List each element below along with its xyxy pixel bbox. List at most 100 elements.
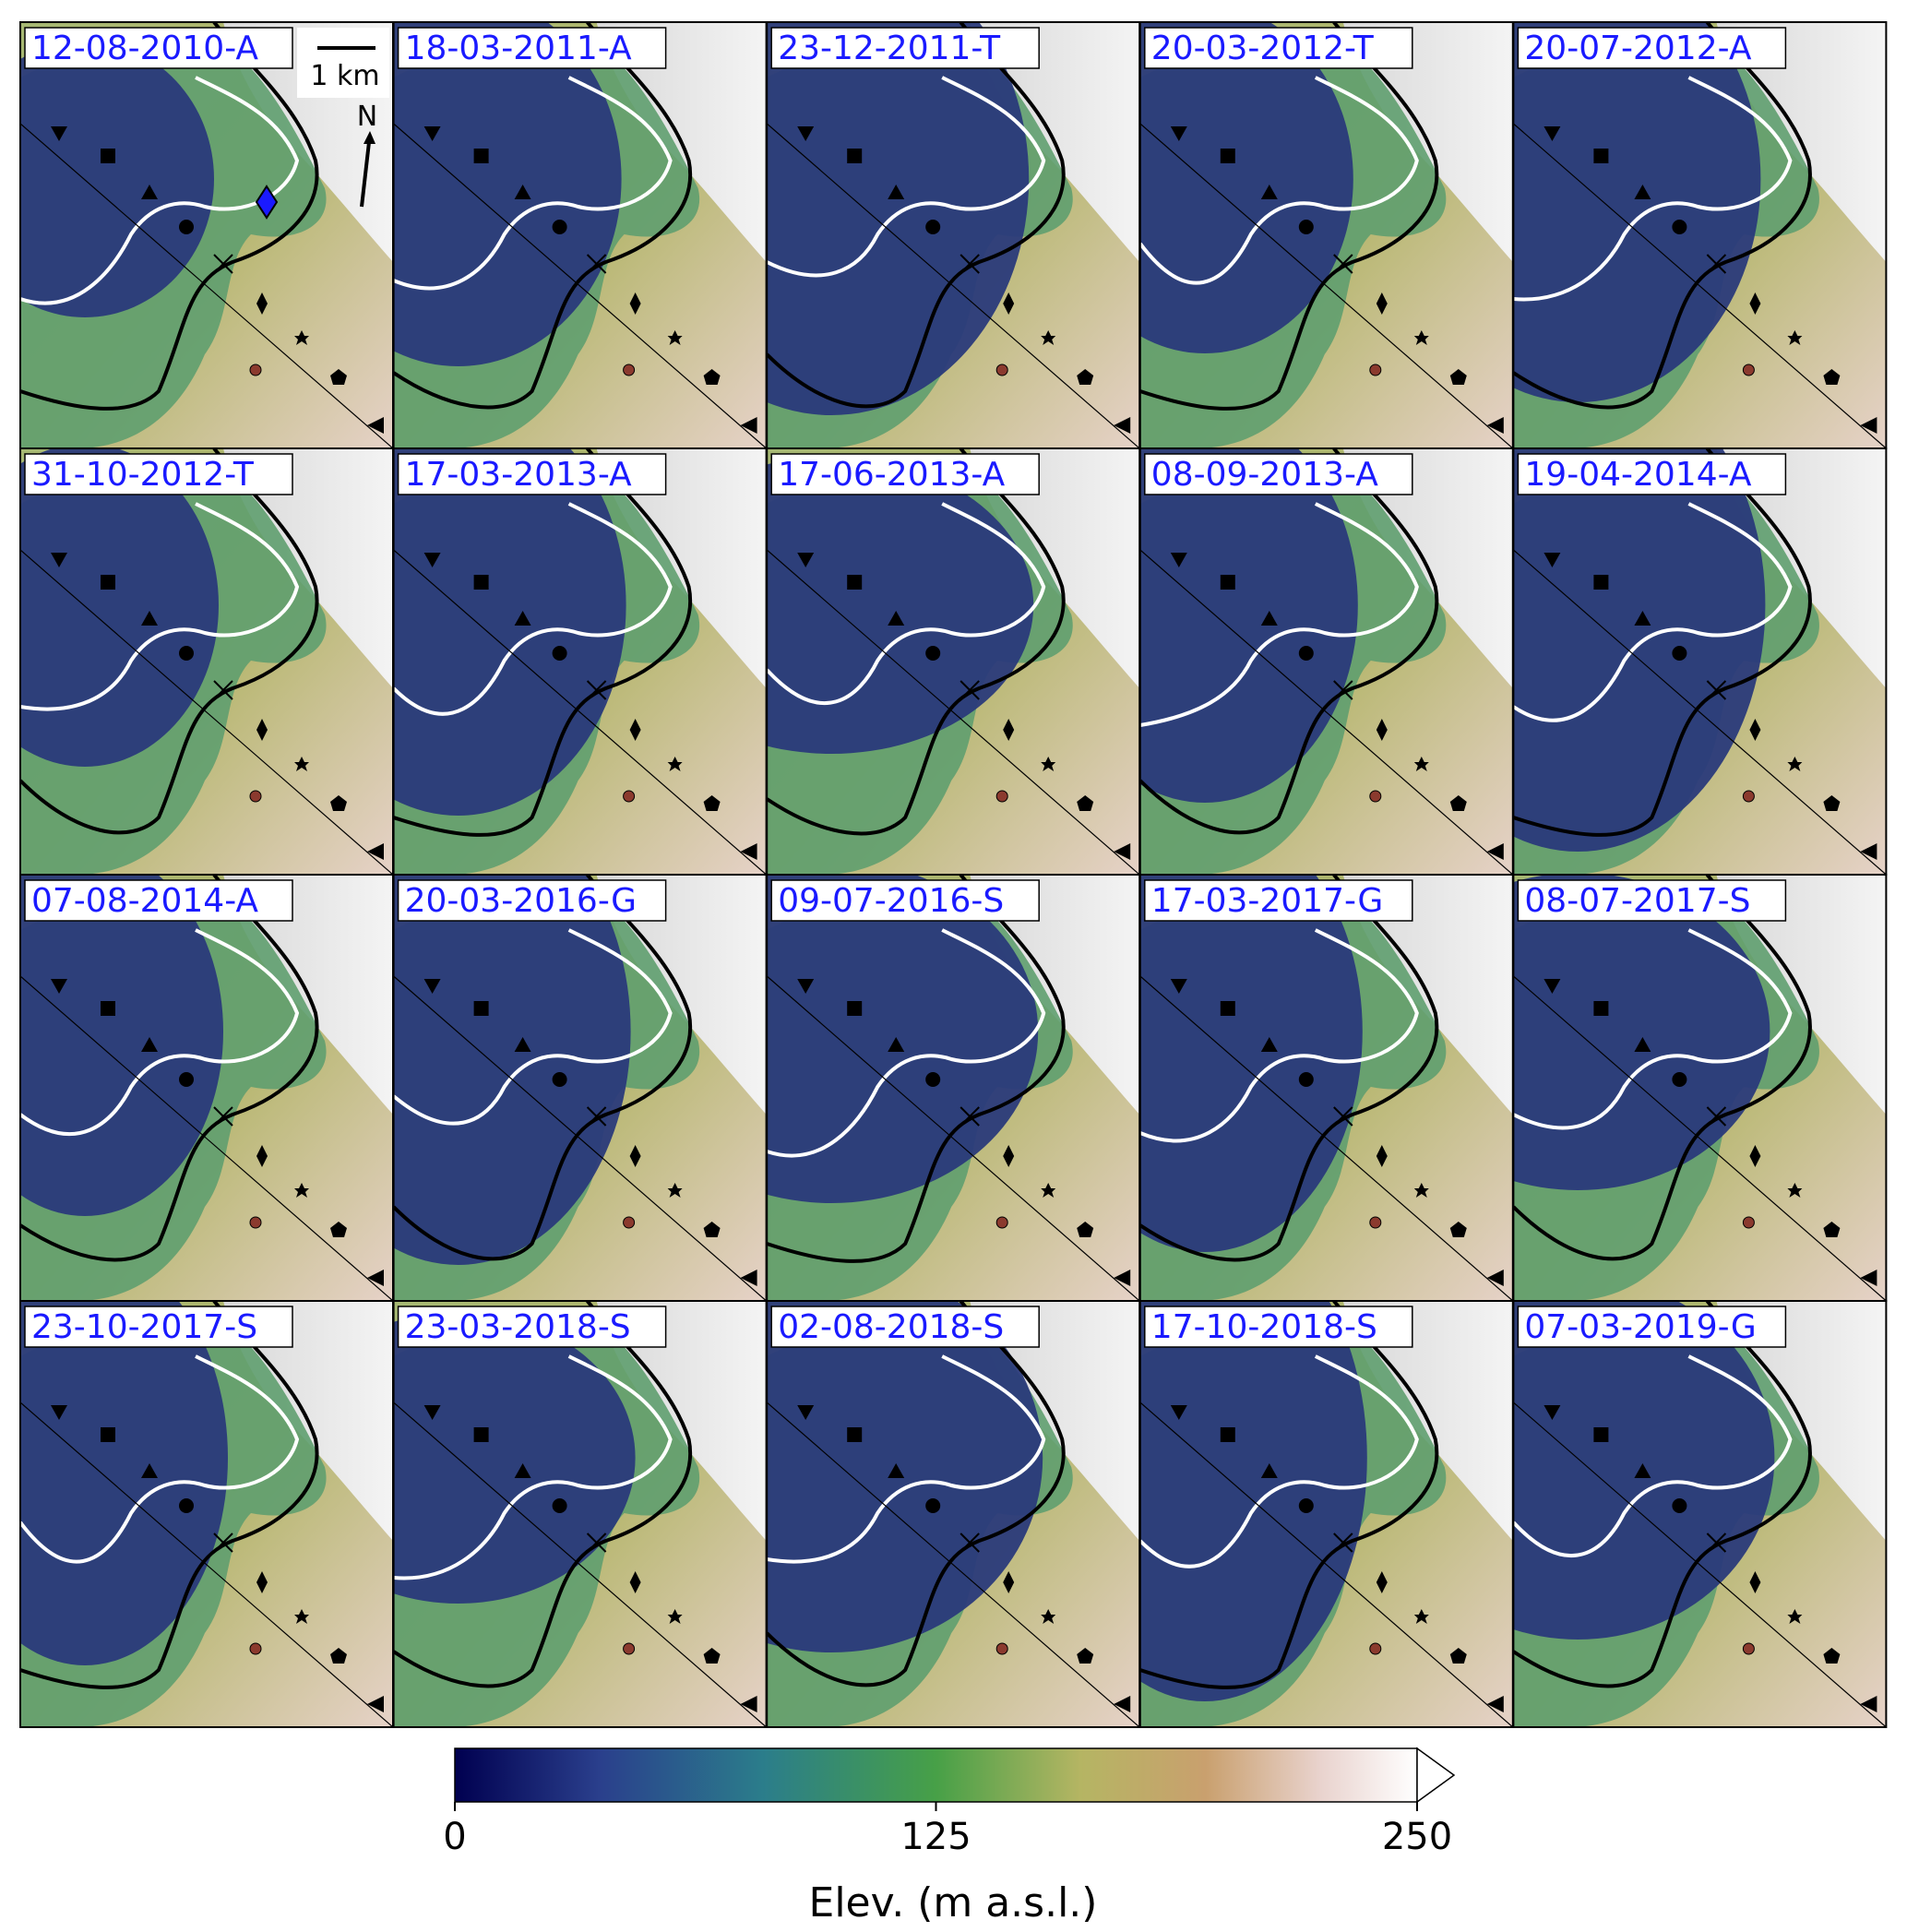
marker-hexagon bbox=[1298, 1498, 1314, 1513]
flowline bbox=[393, 549, 767, 875]
map-panel: 08-09-2013-A bbox=[1138, 447, 1514, 876]
label-box bbox=[1144, 27, 1413, 69]
contour-black bbox=[393, 1301, 692, 1688]
marker-hexagon bbox=[179, 646, 194, 661]
marker-x bbox=[213, 254, 233, 274]
marker-hexagon bbox=[552, 220, 567, 234]
marker-triangle-down bbox=[51, 979, 67, 994]
panel-border bbox=[1512, 1300, 1888, 1728]
label-box bbox=[770, 879, 1040, 922]
marker-triangle-down bbox=[797, 979, 815, 994]
marker-diamond bbox=[1749, 719, 1761, 741]
marker-pentagon bbox=[330, 369, 347, 385]
marker-triangle-down bbox=[51, 1405, 67, 1420]
marker-triangle-up bbox=[1634, 611, 1651, 626]
marker-diamond bbox=[1376, 1571, 1388, 1593]
contour-white bbox=[1139, 502, 1419, 727]
marker-triangle-left bbox=[1860, 1270, 1877, 1286]
marker-triangle-left bbox=[740, 843, 757, 860]
map-panel: 09-07-2016-S bbox=[766, 874, 1141, 1302]
marker-pentagon bbox=[1449, 795, 1467, 811]
low-elevation-area bbox=[767, 875, 1039, 1203]
marker-diamond bbox=[1749, 292, 1761, 315]
flowline bbox=[767, 1401, 1140, 1727]
panel-date-text: 23-12-2011-T bbox=[778, 30, 1001, 67]
map-panel: 23-10-2017-S bbox=[19, 1300, 394, 1728]
panel-date-label: 07-08-2014-A bbox=[24, 879, 293, 922]
panel-date-text: 08-09-2013-A bbox=[1151, 456, 1378, 494]
low-elevation-area bbox=[1139, 448, 1358, 803]
marker-triangle-left bbox=[367, 417, 384, 434]
marker-star bbox=[1787, 1609, 1803, 1624]
flowline bbox=[393, 123, 767, 448]
reference-point bbox=[1742, 790, 1755, 803]
marker-diamond bbox=[629, 1145, 641, 1167]
label-box bbox=[24, 879, 293, 922]
contour-black bbox=[1139, 22, 1439, 411]
marker-triangle-left bbox=[367, 1270, 384, 1286]
marker-x bbox=[586, 1106, 607, 1127]
marker-hexagon bbox=[1298, 1072, 1314, 1087]
marker-triangle-up bbox=[888, 1037, 905, 1052]
panel-date-text: 20-03-2016-G bbox=[405, 882, 637, 920]
marker-x bbox=[586, 680, 607, 700]
north-arrow-label: N bbox=[357, 101, 377, 133]
panel-date-label: 20-07-2012-A bbox=[1517, 27, 1787, 69]
flowline bbox=[20, 123, 393, 448]
reference-point bbox=[995, 1642, 1008, 1655]
contour-black bbox=[20, 1301, 319, 1689]
marker-triangle-left bbox=[1114, 843, 1131, 860]
map-panel: 07-08-2014-A bbox=[19, 874, 394, 1302]
marker-triangle-down bbox=[797, 553, 815, 567]
low-elevation-area bbox=[20, 875, 223, 1216]
marker-square bbox=[473, 1001, 489, 1016]
marker-x bbox=[959, 254, 980, 274]
flowline bbox=[1513, 123, 1887, 448]
marker-triangle-up bbox=[888, 185, 905, 199]
map-panel: 17-10-2018-S bbox=[1138, 1300, 1514, 1728]
contour-black bbox=[20, 875, 319, 1262]
marker-square bbox=[1220, 1001, 1235, 1016]
marker-square bbox=[101, 149, 115, 163]
panel-date-text: 23-10-2017-S bbox=[31, 1308, 257, 1346]
marker-square bbox=[1593, 1427, 1609, 1442]
map-panel: 19-04-2014-A bbox=[1512, 447, 1888, 876]
panel-date-text: 20-03-2012-T bbox=[1151, 30, 1375, 67]
marker-star bbox=[1041, 1609, 1056, 1624]
marker-x bbox=[959, 1532, 980, 1553]
flowline bbox=[393, 1401, 767, 1727]
reference-point bbox=[249, 1642, 262, 1655]
marker-triangle-up bbox=[1260, 611, 1278, 626]
marker-hexagon bbox=[179, 1072, 194, 1087]
contour-black bbox=[1513, 1301, 1812, 1688]
flowline bbox=[767, 123, 1140, 448]
panel-date-text: 07-03-2019-G bbox=[1524, 1308, 1756, 1346]
marker-star bbox=[667, 1183, 683, 1198]
contour-black bbox=[393, 448, 692, 837]
colorbar-tick-label: 0 bbox=[443, 1816, 466, 1858]
marker-triangle-down bbox=[1170, 979, 1187, 994]
marker-pentagon bbox=[1823, 795, 1841, 811]
marker-square bbox=[101, 1001, 115, 1016]
marker-pentagon bbox=[330, 795, 347, 811]
marker-square bbox=[101, 575, 115, 590]
marker-x bbox=[1333, 1532, 1353, 1553]
map-panel: 17-06-2013-A bbox=[766, 447, 1141, 876]
marker-star bbox=[294, 1609, 309, 1624]
marker-x bbox=[586, 1532, 607, 1553]
contour-white bbox=[1139, 1354, 1419, 1568]
marker-triangle-down bbox=[1170, 553, 1187, 567]
marker-triangle-left bbox=[1486, 417, 1504, 434]
contour-white bbox=[1513, 928, 1793, 1130]
marker-star bbox=[667, 330, 683, 345]
marker-pentagon bbox=[703, 1222, 721, 1237]
reference-point bbox=[623, 364, 636, 376]
marker-pentagon bbox=[1077, 1648, 1094, 1664]
panel-date-text: 23-03-2018-S bbox=[405, 1308, 631, 1346]
marker-triangle-left bbox=[1860, 417, 1877, 434]
marker-square bbox=[1220, 149, 1235, 163]
contour-white bbox=[393, 502, 673, 716]
marker-x bbox=[1706, 1532, 1727, 1553]
marker-triangle-up bbox=[1260, 1037, 1278, 1052]
panel-date-label: 08-07-2017-S bbox=[1517, 879, 1787, 922]
